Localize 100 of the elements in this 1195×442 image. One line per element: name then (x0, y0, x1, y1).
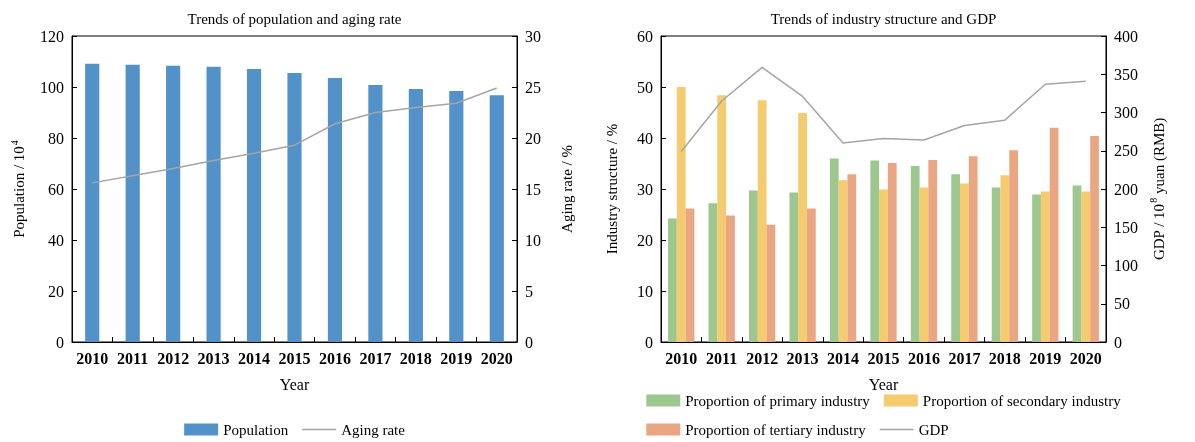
y-tick-label: 80 (48, 129, 64, 147)
legend-label: Aging rate (341, 421, 406, 438)
x-tick-label: 2016 (907, 349, 940, 367)
y-tick-label: 40 (48, 231, 64, 249)
y2-tick-label: 0 (525, 333, 533, 351)
legend-label: Proportion of secondary industry (922, 392, 1122, 409)
line-series (91, 87, 498, 184)
bar (685, 208, 695, 342)
bar (806, 208, 816, 342)
y2-tick-label: 150 (1114, 218, 1138, 236)
x-tick-label: 2020 (480, 349, 513, 367)
y-tick-label: 10 (637, 282, 653, 300)
bar (1032, 194, 1041, 342)
x-tick-label: 2018 (988, 349, 1021, 367)
y-tick-label: 20 (48, 282, 64, 300)
x-tick-label: 2017 (359, 349, 392, 367)
y2-tick-label: 350 (1114, 65, 1138, 83)
y2-tick-label: 15 (525, 180, 541, 198)
bar (951, 174, 961, 342)
y2-tick-label: 30 (525, 27, 541, 45)
bar (829, 158, 839, 342)
x-tick-label: 2011 (117, 349, 149, 367)
bar (766, 224, 776, 342)
legend-label: GDP (918, 421, 949, 438)
bar (1049, 127, 1059, 342)
bar (847, 174, 857, 342)
x-tick-label: 2020 (1069, 349, 1102, 367)
bar (1090, 135, 1099, 342)
x-tick-label: 2010 (665, 349, 698, 367)
bar (757, 100, 767, 342)
y2-tick-label: 20 (525, 129, 541, 147)
bar (1000, 175, 1010, 342)
x-tick-label: 2019 (1029, 349, 1062, 367)
y-axis-title: Population / 104 (8, 140, 28, 238)
x-tick-label: 2017 (948, 349, 981, 367)
bar (960, 183, 969, 342)
y-tick-label: 0 (56, 333, 64, 351)
bar (1040, 191, 1050, 342)
x-tick-label: 2011 (706, 349, 738, 367)
legend-label: Proportion of primary industry (685, 392, 871, 409)
chart-title: Trends of industry structure and GDP (770, 10, 997, 27)
x-tick-label: 2013 (197, 349, 230, 367)
x-tick-label: 2014 (238, 349, 271, 367)
x-tick-label: 2018 (399, 349, 432, 367)
bar (870, 160, 880, 342)
x-axis-title: Year (279, 375, 310, 393)
line-series (680, 66, 1087, 153)
y-tick-label: 40 (637, 129, 653, 147)
y-tick-label: 0 (645, 333, 653, 351)
bar (717, 95, 727, 342)
x-tick-label: 2012 (157, 349, 190, 367)
y-tick-label: 20 (637, 231, 653, 249)
y-tick-label: 100 (40, 78, 64, 96)
x-tick-label: 2012 (746, 349, 779, 367)
y-tick-label: 30 (637, 180, 653, 198)
y2-axis-title: GDP / 108 yuan (RMB) (1148, 117, 1168, 261)
x-tick-label: 2019 (440, 349, 473, 367)
y-tick-label: 50 (637, 78, 653, 96)
bar (838, 180, 848, 342)
chart-title: Trends of population and aging rate (187, 10, 402, 27)
y2-tick-label: 300 (1114, 104, 1138, 121)
y2-tick-label: 250 (1114, 142, 1138, 160)
bar (919, 187, 929, 342)
y2-tick-label: 5 (525, 282, 533, 300)
bar (676, 87, 686, 342)
y2-tick-label: 100 (1114, 257, 1138, 274)
bar (789, 192, 799, 342)
y-tick-label: 60 (637, 27, 653, 45)
legend-label: Population (223, 421, 289, 438)
x-tick-label: 2015 (867, 349, 900, 367)
y2-tick-label: 50 (1114, 295, 1130, 313)
bar (748, 190, 758, 342)
x-tick-label: 2013 (786, 349, 819, 367)
bar (991, 187, 1001, 342)
bar (887, 162, 897, 342)
y2-tick-label: 25 (525, 78, 541, 96)
y2-tick-label: 400 (1114, 27, 1138, 45)
y2-tick-label: 0 (1114, 333, 1122, 351)
x-tick-label: 2010 (76, 349, 109, 367)
bar (928, 159, 938, 342)
bar (668, 218, 677, 342)
bar (1009, 150, 1019, 342)
x-tick-label: 2014 (827, 349, 860, 367)
bar (798, 113, 807, 342)
bar (1081, 191, 1091, 342)
x-axis-title: Year (868, 375, 899, 393)
y2-axis-title: Aging rate / % (558, 145, 575, 233)
legend-label: Proportion of tertiary industry (685, 421, 867, 438)
y-axis-title: Industry structure / % (603, 123, 620, 255)
y-tick-label: 60 (48, 180, 64, 198)
y2-tick-label: 200 (1114, 180, 1138, 198)
y-tick-label: 120 (40, 27, 64, 45)
bar (726, 215, 735, 342)
y2-tick-label: 10 (525, 231, 541, 249)
bar (968, 156, 978, 342)
bar (1072, 185, 1082, 342)
bar (910, 166, 920, 342)
bar (708, 203, 718, 342)
x-tick-label: 2016 (318, 349, 351, 367)
x-tick-label: 2015 (278, 349, 311, 367)
